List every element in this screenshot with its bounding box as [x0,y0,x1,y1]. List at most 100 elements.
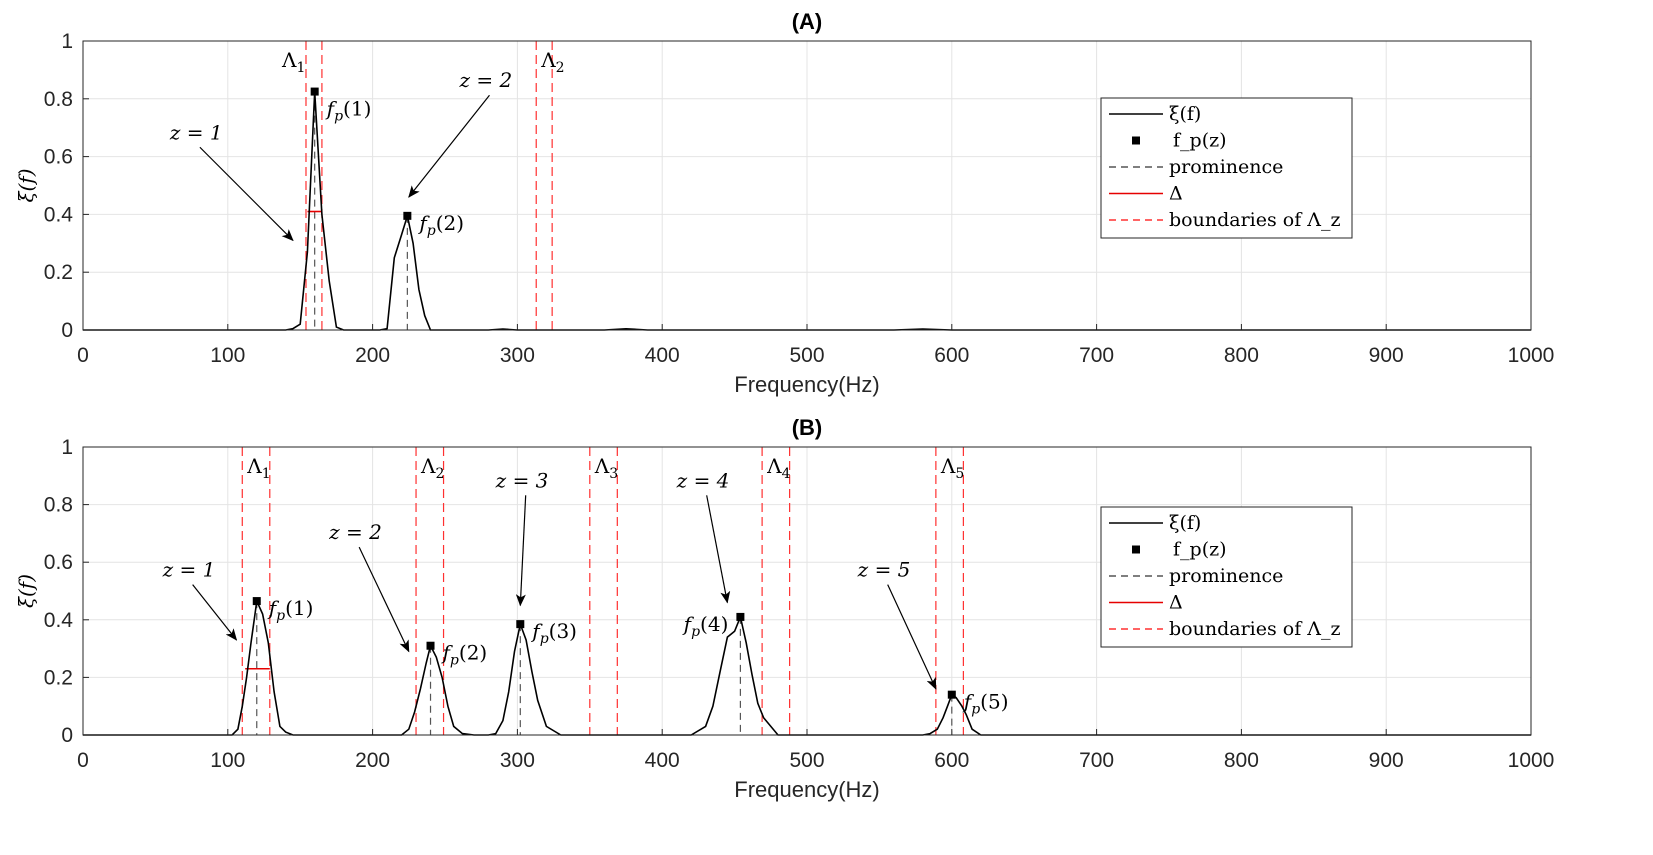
y-tick-label: 0 [61,724,73,747]
y-tick-label: 0.6 [44,551,73,574]
plot-frame [82,446,1532,736]
peak-label-argument: (2) [459,641,487,665]
legend-entry-delta-label: Δ [1169,592,1183,614]
boundary-label: Λ1 [246,454,270,482]
legend-box [1100,97,1353,239]
x-tick-label: 200 [355,749,390,772]
peak-marker [426,641,435,650]
y-axis-label: ξ(f) [14,574,38,608]
boundary-label: Λ2 [420,454,444,482]
annotation-arrow [515,495,527,607]
x-tick-label: 800 [1224,749,1259,772]
x-tick-label: 0 [77,749,89,772]
annotation-label: z = 5 [857,558,911,582]
y-tick-label: 0.2 [44,666,73,689]
annotation-arrow [706,495,731,604]
annotation-label: z = 3 [495,468,549,492]
boundary-label-symbol: Λ [540,48,556,72]
peak-label-subscript: p [540,631,549,647]
peak-label-subscript: p [450,653,459,669]
x-tick-label: 300 [500,344,535,367]
boundary-label-symbol: Λ [766,454,782,478]
boundary-label-symbol: Λ [420,454,436,478]
x-tick-label: 500 [789,749,824,772]
x-tick-label: 1000 [1508,344,1555,367]
legend-entry-delta-label: Δ [1169,183,1183,205]
legend-entry-boundaries-label: boundaries of Λ_z [1169,209,1341,231]
x-tick-label: 1000 [1508,749,1555,772]
peak-label-argument: (3) [549,619,577,643]
x-tick-label: 400 [645,344,680,367]
x-tick-label: 400 [645,749,680,772]
annotation-arrow [199,146,294,242]
legend-entry-peak-swatch [1132,545,1140,554]
peak-marker [947,690,956,699]
x-tick-label: 100 [210,344,245,367]
xi-curve [83,598,1531,736]
boundary-label-symbol: Λ [594,454,610,478]
legend-entry-peak-label: f_p(z) [1173,130,1227,152]
legend-entry-peak-label: f_p(z) [1173,539,1227,561]
peak-label: fp(2) [441,641,488,669]
peak-label-argument: (5) [980,690,1008,714]
peak-label-subscript: p [427,223,436,239]
x-tick-label: 700 [1079,344,1114,367]
panel-a: 0 100 200 300 400 500 600 700 800 900 1000 0 0.2 0.4 0… [14,9,1554,397]
annotation-arrow [408,94,490,198]
boundary-label: Λ2 [540,48,564,76]
annotation-label: z = 2 [458,68,512,92]
boundary-label: Λ5 [940,454,964,482]
peak-label: fp(3) [530,619,577,647]
annotation-label: z = 1 [169,120,223,144]
boundary-label: Λ3 [594,454,618,482]
x-tick-label: 100 [210,749,245,772]
legend-box [1100,506,1353,648]
legend-entry-peak-swatch [1132,136,1140,145]
peak-marker [736,612,745,621]
chart-title: (B) [792,415,823,440]
boundary-label-symbol: Λ [940,454,956,478]
plot-frame [82,40,1532,331]
x-tick-label: 600 [934,749,969,772]
legend-entry-boundaries-label: boundaries of Λ_z [1169,618,1341,640]
y-tick-label: 0.4 [44,609,74,632]
peak-label: fp(5) [962,690,1009,718]
peak-marker [252,597,261,606]
y-tick-label: 1 [61,30,73,53]
annotation-label: z = 2 [328,520,382,544]
boundary-label: Λ1 [281,48,305,76]
chart-title: (A) [792,9,823,34]
annotation-label: z = 4 [676,468,730,492]
boundary-label-subscript: 5 [955,466,964,482]
peak-label: fp(4) [682,612,729,640]
x-axis-label: Frequency(Hz) [734,777,879,802]
peak-label-subscript: p [691,624,700,640]
boundary-label-subscript: 4 [782,466,791,482]
peak-label-argument: (1) [343,97,371,121]
y-tick-label: 0.2 [44,261,73,284]
boundary-label-subscript: 3 [609,466,618,482]
boundary-label-subscript: 2 [556,60,565,76]
legend-entry-xi-label: ξ(f) [1169,103,1201,125]
x-tick-label: 300 [500,749,535,772]
x-tick-label: 600 [934,344,969,367]
legend-entry-prominence-label: prominence [1169,565,1283,587]
x-tick-label: 500 [789,344,824,367]
y-tick-label: 0.8 [44,494,73,517]
boundary-label-symbol: Λ [246,454,262,478]
x-tick-label: 900 [1369,344,1404,367]
annotation-arrow [887,584,937,690]
peak-label-argument: (1) [285,596,313,620]
boundary-label-subscript: 1 [262,466,271,482]
x-axis-label: Frequency(Hz) [734,372,879,397]
y-tick-label: 0.4 [44,203,74,226]
peak-marker [403,211,412,220]
annotation-label: z = 1 [162,558,216,582]
peak-label-argument: (4) [700,612,728,636]
boundary-label-subscript: 1 [296,60,305,76]
y-tick-label: 1 [61,436,73,459]
annotation-arrow [358,546,410,653]
peak-marker [516,620,525,629]
legend-entry-xi-label: ξ(f) [1169,512,1201,534]
